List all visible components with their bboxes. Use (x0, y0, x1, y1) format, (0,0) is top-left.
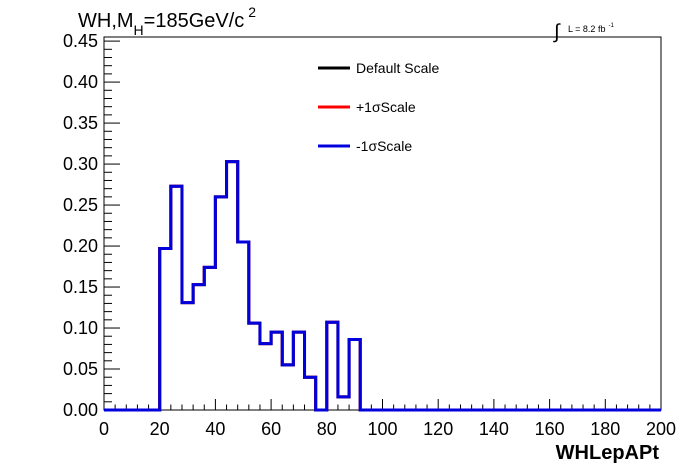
y-tick-label: 0.30 (63, 154, 98, 174)
x-tick-label: 180 (590, 419, 620, 439)
legend-label-1: +1σScale (356, 99, 416, 115)
x-tick-label: 160 (535, 419, 565, 439)
y-tick-label: 0.20 (63, 236, 98, 256)
y-tick-label: 0.45 (63, 31, 98, 51)
chart-title: WH,MH=185GeV/c 2 (78, 4, 256, 38)
x-tick-label: 0 (99, 419, 109, 439)
x-tick-label: 40 (205, 419, 225, 439)
y-tick-label: 0.25 (63, 195, 98, 215)
y-tick-label: 0.35 (63, 113, 98, 133)
x-tick-label: 140 (479, 419, 509, 439)
x-tick-label: 120 (423, 419, 453, 439)
y-tick-label: 0.00 (63, 400, 98, 420)
x-axis-label: WHLepAPt (556, 442, 660, 464)
x-tick-label: 200 (646, 419, 676, 439)
x-tick-label: 60 (261, 419, 281, 439)
x-tick-label: 100 (367, 419, 397, 439)
luminosity-text: L = 8.2 fb -1 (568, 23, 614, 34)
x-tick-label: 80 (317, 419, 337, 439)
integral-symbol: ∫ (553, 21, 561, 43)
y-tick-label: 0.05 (63, 359, 98, 379)
luminosity-label: ∫ L = 8.2 fb -1 (553, 21, 614, 43)
series-line-2 (104, 160, 661, 412)
title-main: WH,MH=185GeV/c 2 (78, 4, 256, 38)
axes: 0 20 40 60 80 100 120 140 160 180 200 0.00 0.05 0.10 0… (63, 31, 676, 439)
legend: Default Scale +1σScale -1σScale (318, 60, 439, 154)
x-tick-label: 20 (150, 419, 170, 439)
legend-label-2: -1σScale (356, 138, 412, 154)
series-layer (104, 160, 661, 412)
y-tick-label: 0.10 (63, 318, 98, 338)
legend-label-0: Default Scale (356, 60, 439, 76)
y-tick-label: 0.40 (63, 72, 98, 92)
y-tick-label: 0.15 (63, 277, 98, 297)
